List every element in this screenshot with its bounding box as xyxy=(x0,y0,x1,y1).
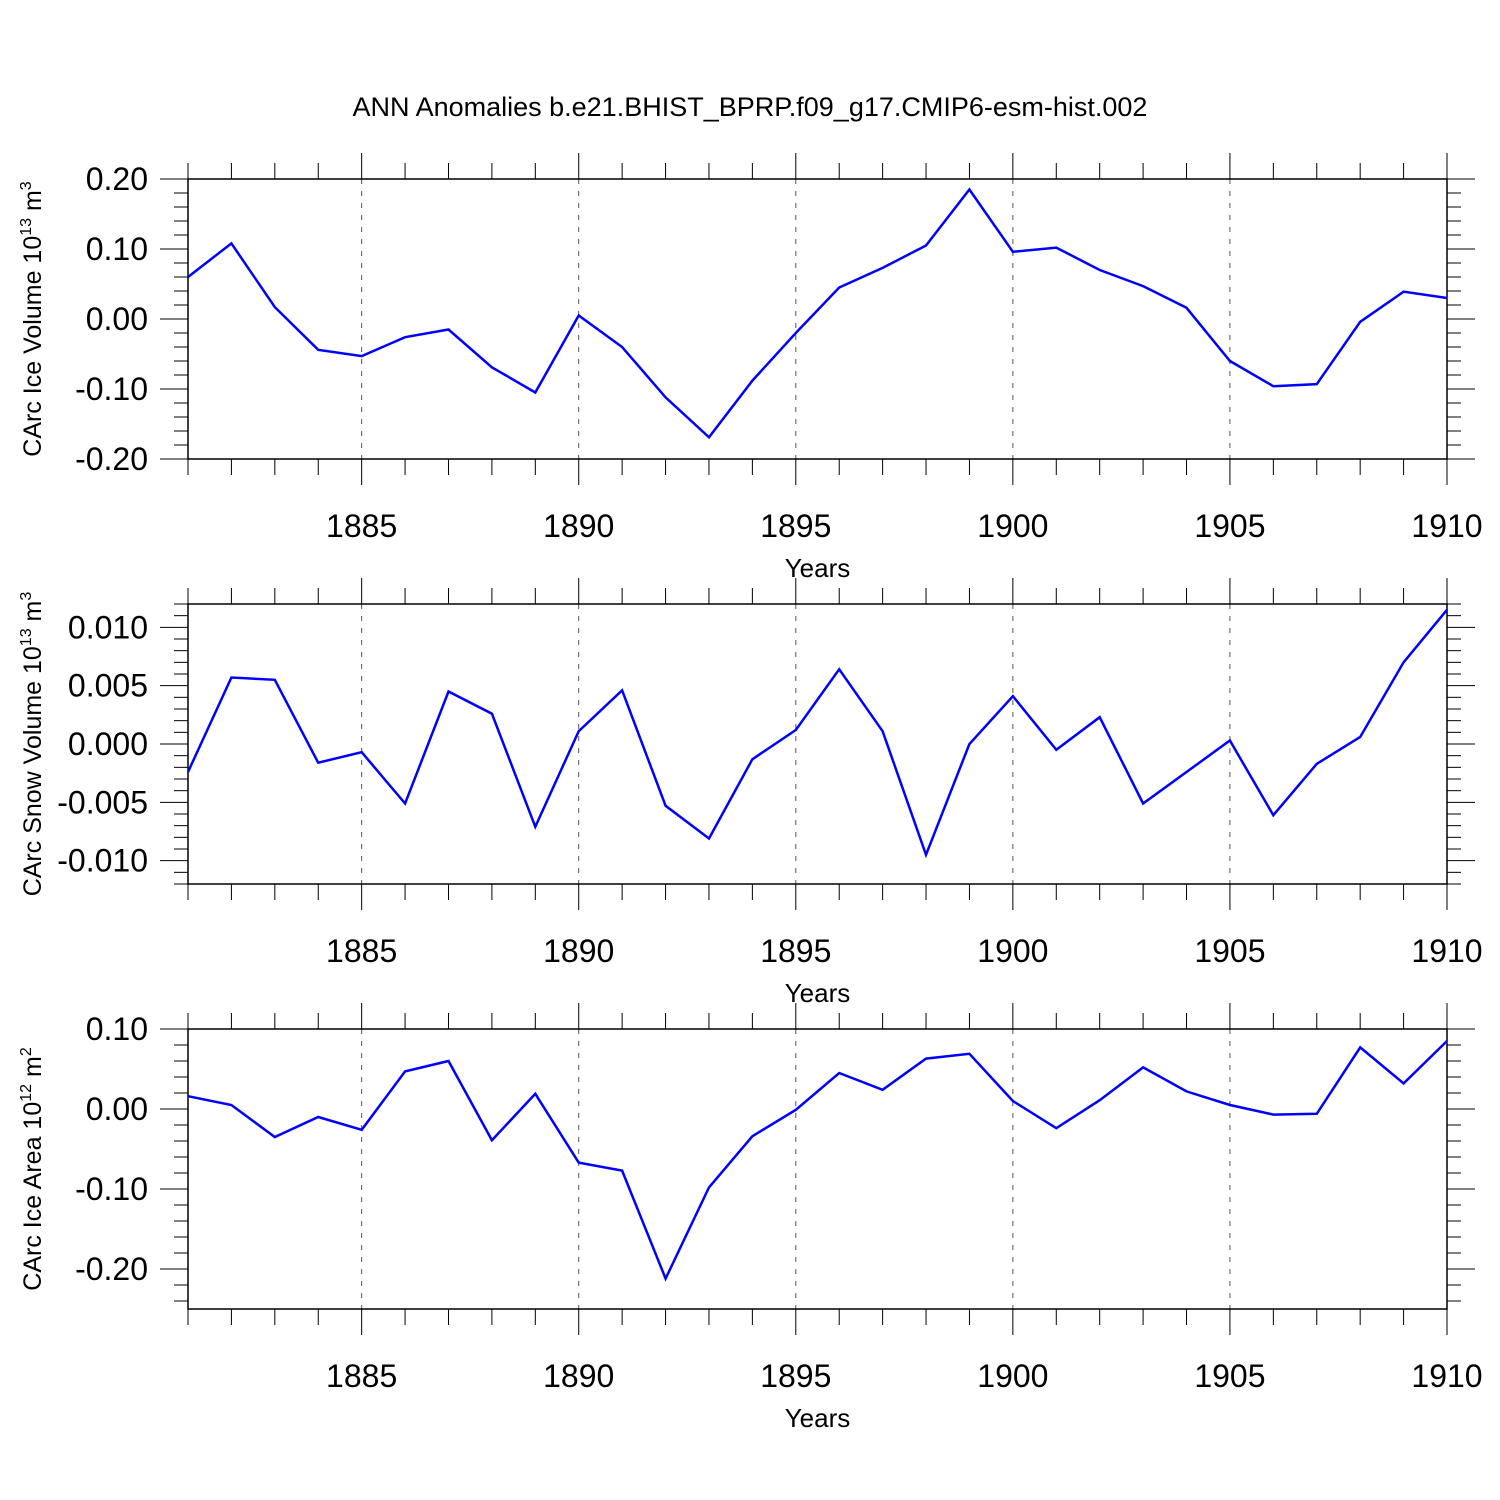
x-tick-label: 1900 xyxy=(977,508,1048,544)
x-tick-label: 1910 xyxy=(1411,933,1482,969)
x-tick-label: 1895 xyxy=(760,508,831,544)
y-tick-label: 0.10 xyxy=(86,231,148,267)
y-tick-label: -0.005 xyxy=(57,784,148,820)
y-tick-label: 0.00 xyxy=(86,301,148,337)
plot-frame xyxy=(187,603,1448,885)
y-tick-label: -0.20 xyxy=(75,441,148,477)
x-tick-label: 1895 xyxy=(760,1358,831,1394)
y-tick-label: -0.10 xyxy=(75,371,148,407)
x-axis-label: Years xyxy=(785,1403,851,1433)
panels: -0.20 -0.10 0.00 0.10 0.20 1885 1890 1895 1900 19… xyxy=(18,153,1483,1433)
plot-frame xyxy=(187,178,1448,460)
x-tick-label: 1905 xyxy=(1194,1358,1265,1394)
series-line xyxy=(187,187,1448,440)
series-line xyxy=(186,609,1448,859)
y-tick-label: -0.010 xyxy=(57,843,148,879)
x-tick-label: 1885 xyxy=(326,508,397,544)
x-tick-label: 1890 xyxy=(543,933,614,969)
y-tick-label: -0.20 xyxy=(75,1251,148,1287)
x-tick-label: 1905 xyxy=(1194,933,1265,969)
y-tick-label: 0.10 xyxy=(86,1011,148,1047)
x-axis-label: Years xyxy=(785,978,851,1008)
panel-1: -0.20 -0.10 0.00 0.10 0.20 1885 1890 1895 1900 19… xyxy=(18,153,1483,583)
y-axis-label: CArc Snow Volume 1013 m3 xyxy=(18,592,47,897)
x-tick-label: 1910 xyxy=(1411,1358,1482,1394)
chart-title: ANN Anomalies b.e21.BHIST_BPRP.f09_g17.C… xyxy=(353,92,1148,122)
x-tick-label: 1910 xyxy=(1411,508,1482,544)
x-tick-label: 1885 xyxy=(326,933,397,969)
plot-frame xyxy=(187,1028,1448,1310)
x-tick-label: 1895 xyxy=(760,933,831,969)
panel-3: -0.20 -0.10 0.00 0.10 1885 1890 1895 1900 1905 19… xyxy=(18,1003,1483,1433)
x-tick-label: 1900 xyxy=(977,1358,1048,1394)
y-tick-label: 0.20 xyxy=(86,161,148,197)
x-axis-label: Years xyxy=(785,553,851,583)
y-tick-label: -0.10 xyxy=(75,1171,148,1207)
y-tick-label: 0.010 xyxy=(68,609,148,645)
series-line xyxy=(187,1040,1448,1282)
x-tick-label: 1885 xyxy=(326,1358,397,1394)
y-axis-label: CArc Ice Volume 1013 m3 xyxy=(18,181,47,457)
x-tick-label: 1905 xyxy=(1194,508,1265,544)
panel-2: -0.010 -0.005 0.000 0.005 0.010 1885 1890 1895 1… xyxy=(18,578,1483,1008)
y-tick-label: 0.00 xyxy=(86,1091,148,1127)
x-tick-label: 1900 xyxy=(977,933,1048,969)
x-tick-label: 1890 xyxy=(543,508,614,544)
x-tick-label: 1890 xyxy=(543,1358,614,1394)
y-tick-label: 0.000 xyxy=(68,726,148,762)
y-axis-label: CArc Ice Area 1012 m2 xyxy=(18,1047,47,1291)
y-tick-label: 0.005 xyxy=(68,668,148,704)
